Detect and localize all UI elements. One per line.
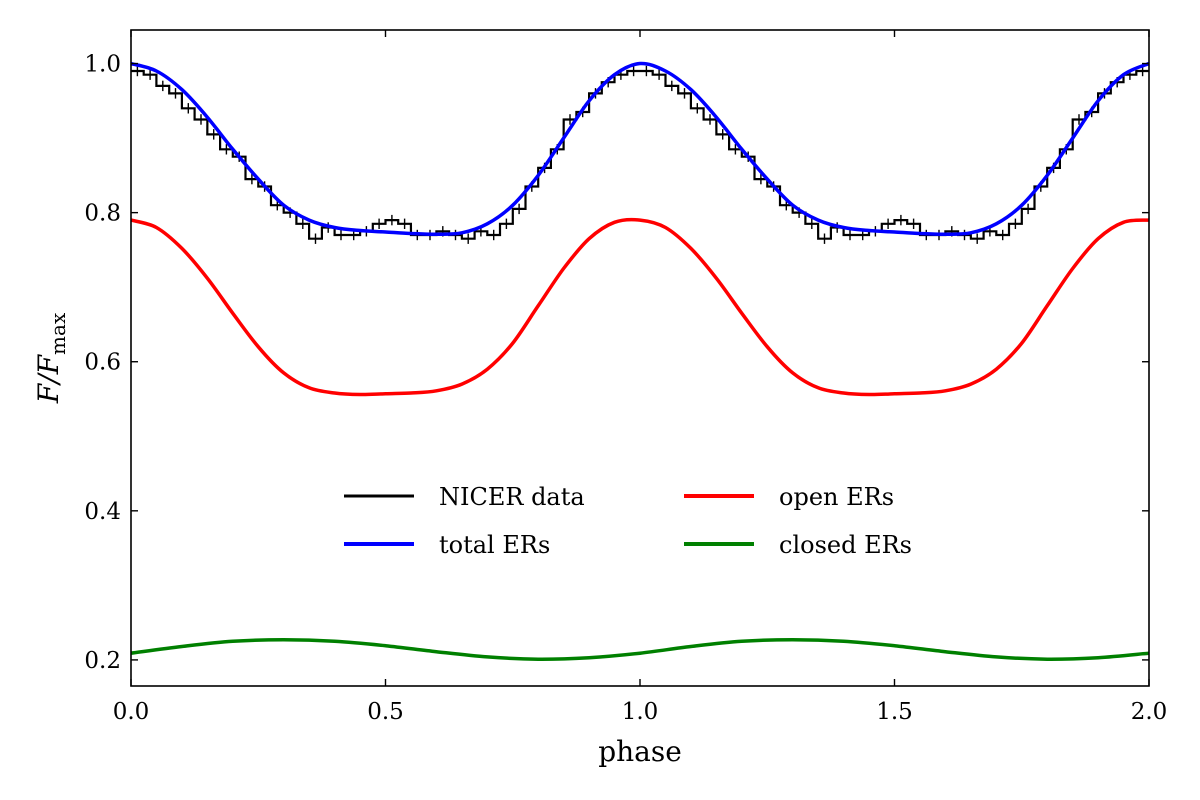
x-tick-label: 0.0 <box>113 699 150 725</box>
x-axis-label: phase <box>598 735 682 768</box>
plot-frame <box>130 29 1150 687</box>
x-axis: 0.0 0.5 1.0 1.5 2.0 <box>113 30 1168 725</box>
series-total-ers <box>131 61 1149 237</box>
y-axis-label-base: F/F <box>32 353 65 404</box>
y-tick-label: 0.8 <box>84 201 121 227</box>
x-tick-label: 1.0 <box>622 699 659 725</box>
y-axis-label-subscript: max <box>46 312 70 355</box>
series-line-total-ers <box>131 61 1149 237</box>
series-line-open-ers <box>131 217 1149 397</box>
legend: NICER data total ERs open ERs closed ERs <box>344 483 912 559</box>
legend-item-nicer-data: NICER data <box>344 483 585 511</box>
y-axis: 0.2 0.4 0.6 0.8 1.0 <box>84 52 1149 674</box>
y-tick-label: 0.4 <box>84 499 121 525</box>
series-closed-ers <box>131 638 1149 661</box>
x-tick-label: 2.0 <box>1131 699 1168 725</box>
y-tick-label: 1.0 <box>84 52 121 78</box>
legend-item-closed-ers: closed ERs <box>684 531 912 559</box>
y-axis-label: F/Fmax <box>32 312 70 404</box>
series-open-ers <box>131 217 1149 397</box>
x-tick-label: 0.5 <box>367 699 404 725</box>
series-line-closed-ers <box>131 638 1149 661</box>
legend-label: NICER data <box>439 483 585 511</box>
x-tick-label: 1.5 <box>876 699 913 725</box>
legend-label: total ERs <box>439 531 550 559</box>
series-line-nicer-data <box>131 69 1149 240</box>
y-tick-label: 0.2 <box>84 648 121 674</box>
legend-label: open ERs <box>779 483 894 511</box>
series-nicer-data <box>131 65 1149 244</box>
y-tick-label: 0.6 <box>84 350 121 376</box>
legend-item-total-ers: total ERs <box>344 531 550 559</box>
legend-label: closed ERs <box>779 531 912 559</box>
plot-series <box>131 61 1149 661</box>
legend-item-open-ers: open ERs <box>684 483 894 511</box>
